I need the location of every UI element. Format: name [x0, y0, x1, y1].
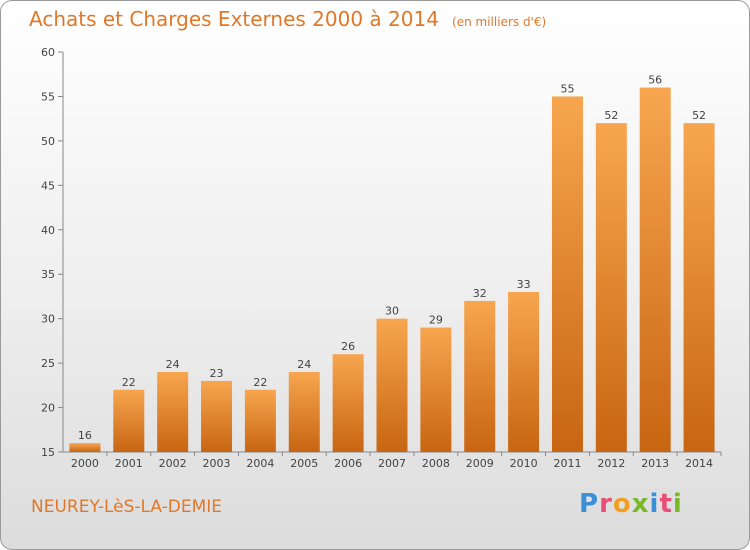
y-tick-label: 15: [41, 446, 55, 459]
bar: [551, 96, 583, 452]
x-tick-label: 2010: [510, 457, 538, 470]
bar: [639, 87, 671, 453]
x-tick-label: 2003: [203, 457, 231, 470]
bar: [244, 389, 276, 452]
bar-value-label: 23: [210, 367, 224, 380]
bar: [157, 372, 189, 452]
y-tick-label: 25: [41, 357, 55, 370]
bar-value-label: 56: [648, 74, 662, 87]
bar-value-label: 52: [604, 109, 618, 122]
y-tick-label: 20: [41, 402, 55, 415]
bar: [683, 123, 715, 452]
x-tick-label: 2009: [466, 457, 494, 470]
bar: [288, 372, 320, 452]
chart-title-unit: (en milliers d'€): [452, 15, 547, 29]
bar-value-label: 55: [560, 82, 574, 95]
y-tick-label: 45: [41, 179, 55, 192]
x-tick-label: 2005: [290, 457, 318, 470]
logo-letter: i: [649, 489, 660, 519]
bar: [508, 292, 540, 452]
x-tick-label: 2008: [422, 457, 450, 470]
bar: [113, 389, 145, 452]
y-tick-label: 55: [41, 90, 55, 103]
logo-letter: o: [612, 489, 632, 519]
bar-value-label: 22: [122, 376, 136, 389]
x-tick-label: 2013: [641, 457, 669, 470]
x-tick-label: 2001: [115, 457, 143, 470]
bar: [376, 318, 408, 452]
bar-value-label: 32: [473, 287, 487, 300]
y-tick-label: 60: [41, 46, 55, 59]
bar: [420, 327, 452, 452]
bar: [69, 443, 101, 452]
commune-name: NEUREY-LèS-LA-DEMIE: [31, 497, 223, 517]
bar-value-label: 26: [341, 340, 355, 353]
bar: [595, 123, 627, 452]
x-tick-label: 2007: [378, 457, 406, 470]
x-tick-label: 2002: [159, 457, 187, 470]
logo-letter: t: [659, 489, 673, 519]
x-tick-label: 2011: [553, 457, 581, 470]
bar-value-label: 33: [517, 278, 531, 291]
bar-value-label: 24: [166, 358, 180, 371]
bar-value-label: 52: [692, 109, 706, 122]
logo-letter: i: [672, 489, 683, 519]
chart-title-main: Achats et Charges Externes 2000 à 2014: [29, 7, 439, 31]
x-tick-label: 2012: [597, 457, 625, 470]
bar-value-label: 24: [297, 358, 311, 371]
y-tick-label: 40: [41, 224, 55, 237]
logo-letter: r: [599, 489, 613, 519]
chart-title: Achats et Charges Externes 2000 à 2014 (…: [29, 7, 546, 31]
proxiti-logo: Proxiti: [579, 489, 683, 519]
x-tick-label: 2006: [334, 457, 362, 470]
bar-value-label: 29: [429, 314, 443, 327]
x-tick-label: 2014: [685, 457, 713, 470]
x-tick-label: 2004: [246, 457, 274, 470]
bar-value-label: 22: [253, 376, 267, 389]
logo-letter: x: [631, 489, 650, 519]
bar: [332, 354, 364, 452]
bar-value-label: 30: [385, 305, 399, 318]
y-tick-label: 35: [41, 268, 55, 281]
bar: [464, 300, 496, 452]
bar-value-label: 16: [78, 429, 92, 442]
y-tick-label: 30: [41, 313, 55, 326]
y-tick-label: 50: [41, 135, 55, 148]
logo-letter: P: [579, 489, 600, 519]
bar: [201, 380, 233, 452]
x-tick-label: 2000: [71, 457, 99, 470]
